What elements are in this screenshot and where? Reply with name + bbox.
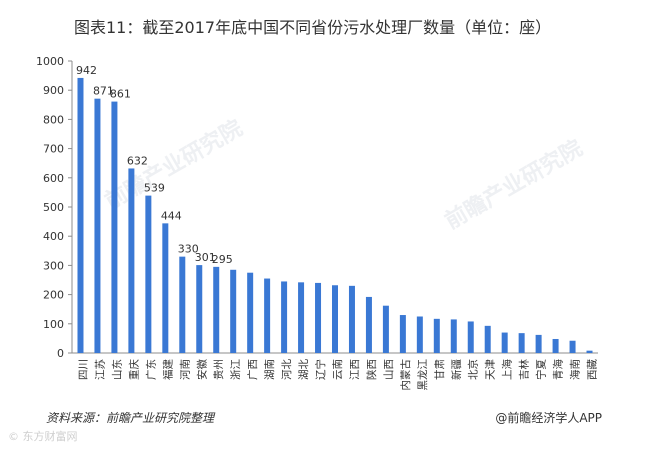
- bar: [230, 269, 237, 353]
- data-label: 871: [93, 85, 114, 98]
- y-tick-label: 700: [43, 143, 64, 156]
- x-tick-label: 广西: [247, 359, 259, 380]
- x-tick-label: 安徽: [195, 359, 208, 380]
- x-tick-label: 云南: [331, 359, 344, 380]
- y-tick-label: 200: [43, 289, 64, 302]
- data-label: 330: [178, 243, 199, 256]
- x-tick-label: 黑龙江: [416, 359, 429, 391]
- bar: [111, 101, 118, 353]
- y-tick-label: 0: [57, 347, 64, 360]
- bar: [586, 350, 593, 353]
- x-tick-label: 西藏: [587, 359, 599, 380]
- x-tick-label: 陕西: [365, 359, 378, 380]
- bar: [569, 340, 576, 353]
- x-tick-label: 海南: [569, 359, 582, 380]
- data-label: 942: [76, 64, 97, 77]
- credit-note: @前瞻经济学人APP: [495, 411, 602, 425]
- bar: [552, 338, 559, 353]
- x-tick-label: 新疆: [450, 359, 463, 380]
- y-tick-label: 1000: [36, 55, 64, 68]
- bar: [518, 333, 525, 353]
- y-tick-label: 900: [43, 84, 64, 97]
- x-tick-label: 重庆: [127, 359, 140, 380]
- bar: [535, 334, 542, 353]
- bar: [332, 285, 338, 353]
- bar: [348, 285, 355, 353]
- x-tick-label: 辽宁: [314, 359, 327, 380]
- x-tick-label: 山东: [110, 359, 123, 380]
- x-tick-label: 天津: [485, 359, 497, 380]
- chart-title: 图表11：截至2017年底中国不同省份污水处理厂数量（单位：座）: [74, 18, 552, 37]
- bar: [128, 168, 135, 353]
- x-tick-label: 宁夏: [535, 359, 548, 380]
- x-tick-label: 上海: [501, 359, 514, 380]
- bar: [467, 321, 474, 353]
- y-tick-label: 500: [43, 201, 64, 214]
- bar: [298, 282, 305, 353]
- y-tick-label: 100: [43, 318, 64, 331]
- data-label: 539: [144, 182, 165, 195]
- data-label: 861: [110, 88, 131, 101]
- x-tick-label: 甘肃: [433, 359, 446, 380]
- bar: [450, 319, 457, 353]
- bar: [382, 305, 389, 353]
- bar: [94, 98, 101, 353]
- x-tick-label: 内蒙古: [399, 359, 412, 391]
- x-tick-label: 吉林: [518, 359, 531, 380]
- y-tick-label: 400: [43, 230, 64, 243]
- bar: [281, 281, 288, 353]
- bar: [162, 223, 169, 353]
- svg-text:前瞻产业研究院: 前瞻产业研究院: [441, 135, 587, 235]
- data-label: 444: [161, 209, 182, 222]
- y-tick-label: 300: [43, 259, 64, 272]
- source-note: 资料来源：前瞻产业研究院整理: [46, 411, 215, 425]
- svg-text:前瞻产业研究院: 前瞻产业研究院: [101, 115, 247, 215]
- x-tick-label: 河北: [281, 359, 293, 380]
- x-tick-label: 青海: [552, 359, 565, 380]
- watermark-left: 前瞻产业研究院: [101, 115, 247, 215]
- x-tick-label: 浙江: [230, 359, 242, 380]
- bar: [399, 315, 406, 353]
- y-tick-label: 800: [43, 113, 64, 126]
- x-tick-label: 湖南: [263, 359, 276, 380]
- watermark-right: 前瞻产业研究院: [441, 135, 587, 235]
- y-tick-label: 600: [43, 172, 64, 185]
- bar: [484, 325, 491, 353]
- corner-stamp: © 东方财富网: [8, 430, 78, 443]
- x-tick-label: 山西: [383, 359, 395, 380]
- bar: [77, 77, 84, 353]
- x-tick-label: 广东: [144, 359, 157, 380]
- x-tick-label: 北京: [467, 359, 480, 380]
- bar: [179, 256, 186, 353]
- x-tick-label: 河南: [178, 359, 191, 380]
- x-tick-label: 湖北: [298, 359, 310, 380]
- bar: [501, 332, 508, 353]
- bar: [247, 272, 254, 353]
- x-tick-label: 福建: [161, 359, 174, 380]
- bar: [433, 318, 440, 353]
- bar: [213, 266, 220, 353]
- x-tick-label: 江西: [349, 359, 361, 380]
- x-tick-label: 四川: [77, 359, 89, 380]
- bar: [264, 278, 271, 353]
- x-tick-label: 贵州: [212, 359, 225, 380]
- x-tick-label: 江苏: [93, 359, 106, 380]
- bar: [196, 265, 203, 353]
- data-label: 295: [212, 253, 233, 266]
- data-label: 632: [127, 154, 148, 167]
- data-label: 301: [195, 251, 216, 264]
- bar: [315, 282, 322, 353]
- bar: [365, 296, 372, 353]
- bar: [416, 316, 423, 353]
- bar: [145, 195, 152, 353]
